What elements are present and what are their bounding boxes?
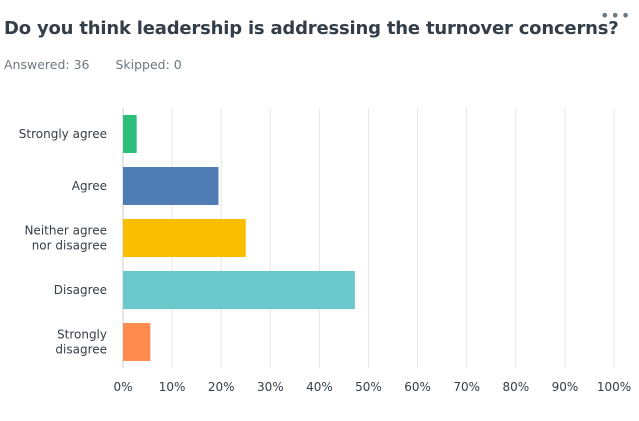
x-tick-label: 60% [404,380,431,394]
category-label: Disagree [54,283,107,297]
x-tick-label: 80% [502,380,529,394]
category-label: Neither agree [24,224,107,238]
bar [123,115,137,153]
response-stats: Answered: 36 Skipped: 0 [4,57,204,72]
category-label: Strongly agree [19,127,107,141]
x-tick-label: 10% [159,380,186,394]
category-label: Strongly [57,328,107,342]
bar [123,219,246,257]
category-label: nor disagree [32,239,107,253]
x-tick-label: 100% [597,380,631,394]
bar [123,167,219,205]
x-tick-label: 50% [355,380,382,394]
x-tick-label: 70% [453,380,480,394]
x-tick-label: 20% [208,380,235,394]
x-tick-label: 90% [552,380,579,394]
category-label: disagree [55,343,107,357]
bar [123,271,355,309]
ellipsis-icon[interactable]: ••• [600,6,632,25]
x-tick-label: 40% [306,380,333,394]
answered-count: Answered: 36 [4,57,90,72]
bar [123,323,151,361]
x-tick-label: 0% [113,380,132,394]
skipped-count: Skipped: 0 [115,57,182,72]
question-title: Do you think leadership is addressing th… [4,18,619,39]
x-tick-label: 30% [257,380,284,394]
category-label: Agree [72,179,107,193]
